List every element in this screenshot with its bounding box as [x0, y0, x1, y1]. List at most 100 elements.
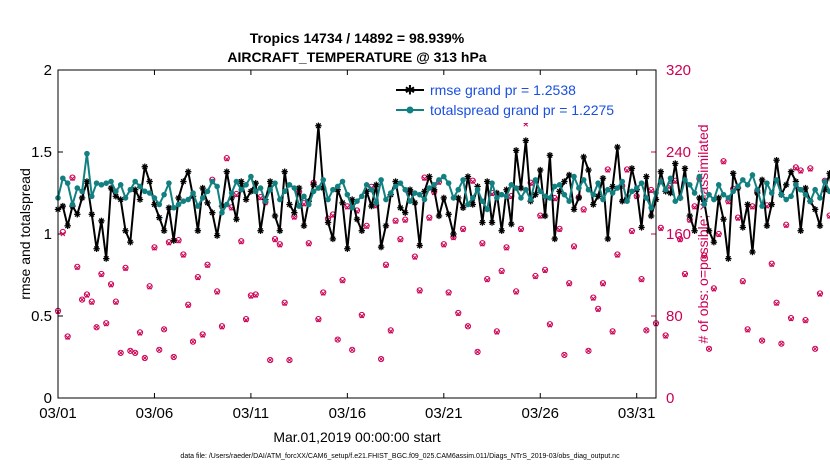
rmse-point [459, 204, 467, 211]
obs-possible-point [397, 236, 404, 243]
rmse-point [170, 237, 177, 244]
obs-possible-point [484, 276, 491, 283]
rmse-point [546, 152, 554, 159]
totalspread-point [267, 186, 273, 193]
obs-assimilated-point [142, 355, 148, 361]
totalspread-point [223, 201, 230, 208]
rmse-point [286, 201, 293, 208]
totalspread-point [243, 182, 249, 188]
obs-possible-point [320, 289, 327, 296]
obs-possible-point [286, 356, 293, 364]
totalspread-point [344, 191, 351, 198]
obs-possible-point [797, 167, 804, 174]
obs-possible-point [305, 240, 312, 247]
rmse-point [450, 230, 457, 238]
totalspread-point [537, 188, 544, 195]
obs-assimilated-point [127, 348, 133, 354]
obs-possible-point [83, 291, 91, 298]
totalspread-point [706, 191, 712, 198]
obs-possible-point [758, 337, 766, 344]
rmse-point [233, 216, 240, 223]
obs-possible-point [79, 296, 86, 303]
rmse-point [585, 166, 592, 174]
obs-possible-point [643, 327, 650, 334]
totalspread-point [696, 173, 703, 180]
totalspread-point [600, 196, 606, 203]
totalspread-point [677, 195, 683, 201]
obs-assimilated-point [537, 214, 543, 219]
y-axis-label-left: rmse and totalspread [17, 168, 33, 300]
obs-assimilated-point [779, 341, 784, 347]
obs-possible-point [88, 298, 95, 305]
obs-assimilated-point [282, 301, 288, 307]
rmse-point [464, 173, 472, 180]
obs-possible-point [214, 288, 221, 295]
rmse-point [146, 178, 153, 185]
obs-possible-point [146, 283, 153, 290]
obs-assimilated-point [750, 204, 755, 210]
obs-assimilated-point [161, 326, 167, 332]
rmse-point [725, 255, 732, 262]
obs-assimilated-point [65, 335, 70, 340]
rmse-point [242, 196, 250, 203]
obs-assimilated-point [234, 192, 239, 198]
obs-possible-point [378, 355, 385, 363]
rmse-point [821, 186, 828, 193]
obs-assimilated-point [788, 316, 794, 322]
obs-assimilated-point [644, 327, 649, 333]
obs-assimilated-point [774, 301, 779, 307]
obs-assimilated-point [793, 166, 799, 171]
obs-possible-point [609, 328, 616, 335]
obs-possible-point [107, 281, 115, 288]
obs-possible-point [392, 217, 399, 224]
rmse-point [590, 201, 597, 208]
rmse-point [599, 175, 607, 182]
obs-possible-point [156, 346, 163, 353]
left-tick-label-3: 1.5 [31, 144, 52, 161]
obs-assimilated-point [147, 284, 152, 290]
totalspread-point [633, 185, 640, 191]
obs-assimilated-point [595, 307, 601, 313]
rmse-point [479, 219, 486, 226]
x-axis-label: Mar.01,2019 00:00:00 start [273, 429, 440, 445]
rmse-point [88, 211, 95, 218]
obs-assimilated-point [677, 237, 683, 243]
rmse-point [83, 178, 91, 185]
obs-assimilated-point [364, 224, 369, 230]
obs-assimilated-point [807, 167, 813, 172]
obs-assimilated-point [639, 277, 644, 283]
rmse-point [484, 178, 491, 185]
obs-possible-point [807, 165, 814, 172]
totalspread-point [88, 193, 95, 200]
right-tick-label-1: 80 [666, 308, 683, 325]
rmse-point [522, 137, 529, 144]
totalspread-point [402, 186, 409, 193]
totalspread-point [60, 175, 66, 182]
obs-possible-point [705, 345, 713, 352]
totalspread-point [455, 186, 462, 193]
totalspread-point [489, 180, 495, 186]
obs-assimilated-point [291, 215, 297, 220]
obs-possible-point [773, 299, 780, 306]
totalspread-point [291, 185, 298, 191]
totalspread-point [397, 180, 404, 186]
rmse-point [604, 235, 611, 243]
obs-assimilated-point [682, 272, 688, 278]
totalspread-point [301, 193, 307, 200]
obs-possible-point [382, 261, 390, 268]
rmse-point [276, 227, 284, 234]
obs-assimilated-point [79, 297, 85, 302]
obs-possible-point [469, 177, 476, 184]
obs-possible-point [271, 236, 279, 243]
obs-possible-point [792, 164, 799, 171]
rmse-point [672, 160, 679, 167]
totalspread-point [773, 177, 780, 183]
totalspread-point [349, 204, 355, 211]
totalspread-point [387, 190, 394, 196]
obs-assimilated-point [547, 322, 553, 328]
x-tick-label-1: 03/06 [136, 405, 174, 422]
legend: ✱ rmse grand pr = 1.2538 totalspread gra… [392, 77, 652, 123]
totalspread-point [305, 201, 312, 208]
rmse-point [773, 157, 780, 164]
